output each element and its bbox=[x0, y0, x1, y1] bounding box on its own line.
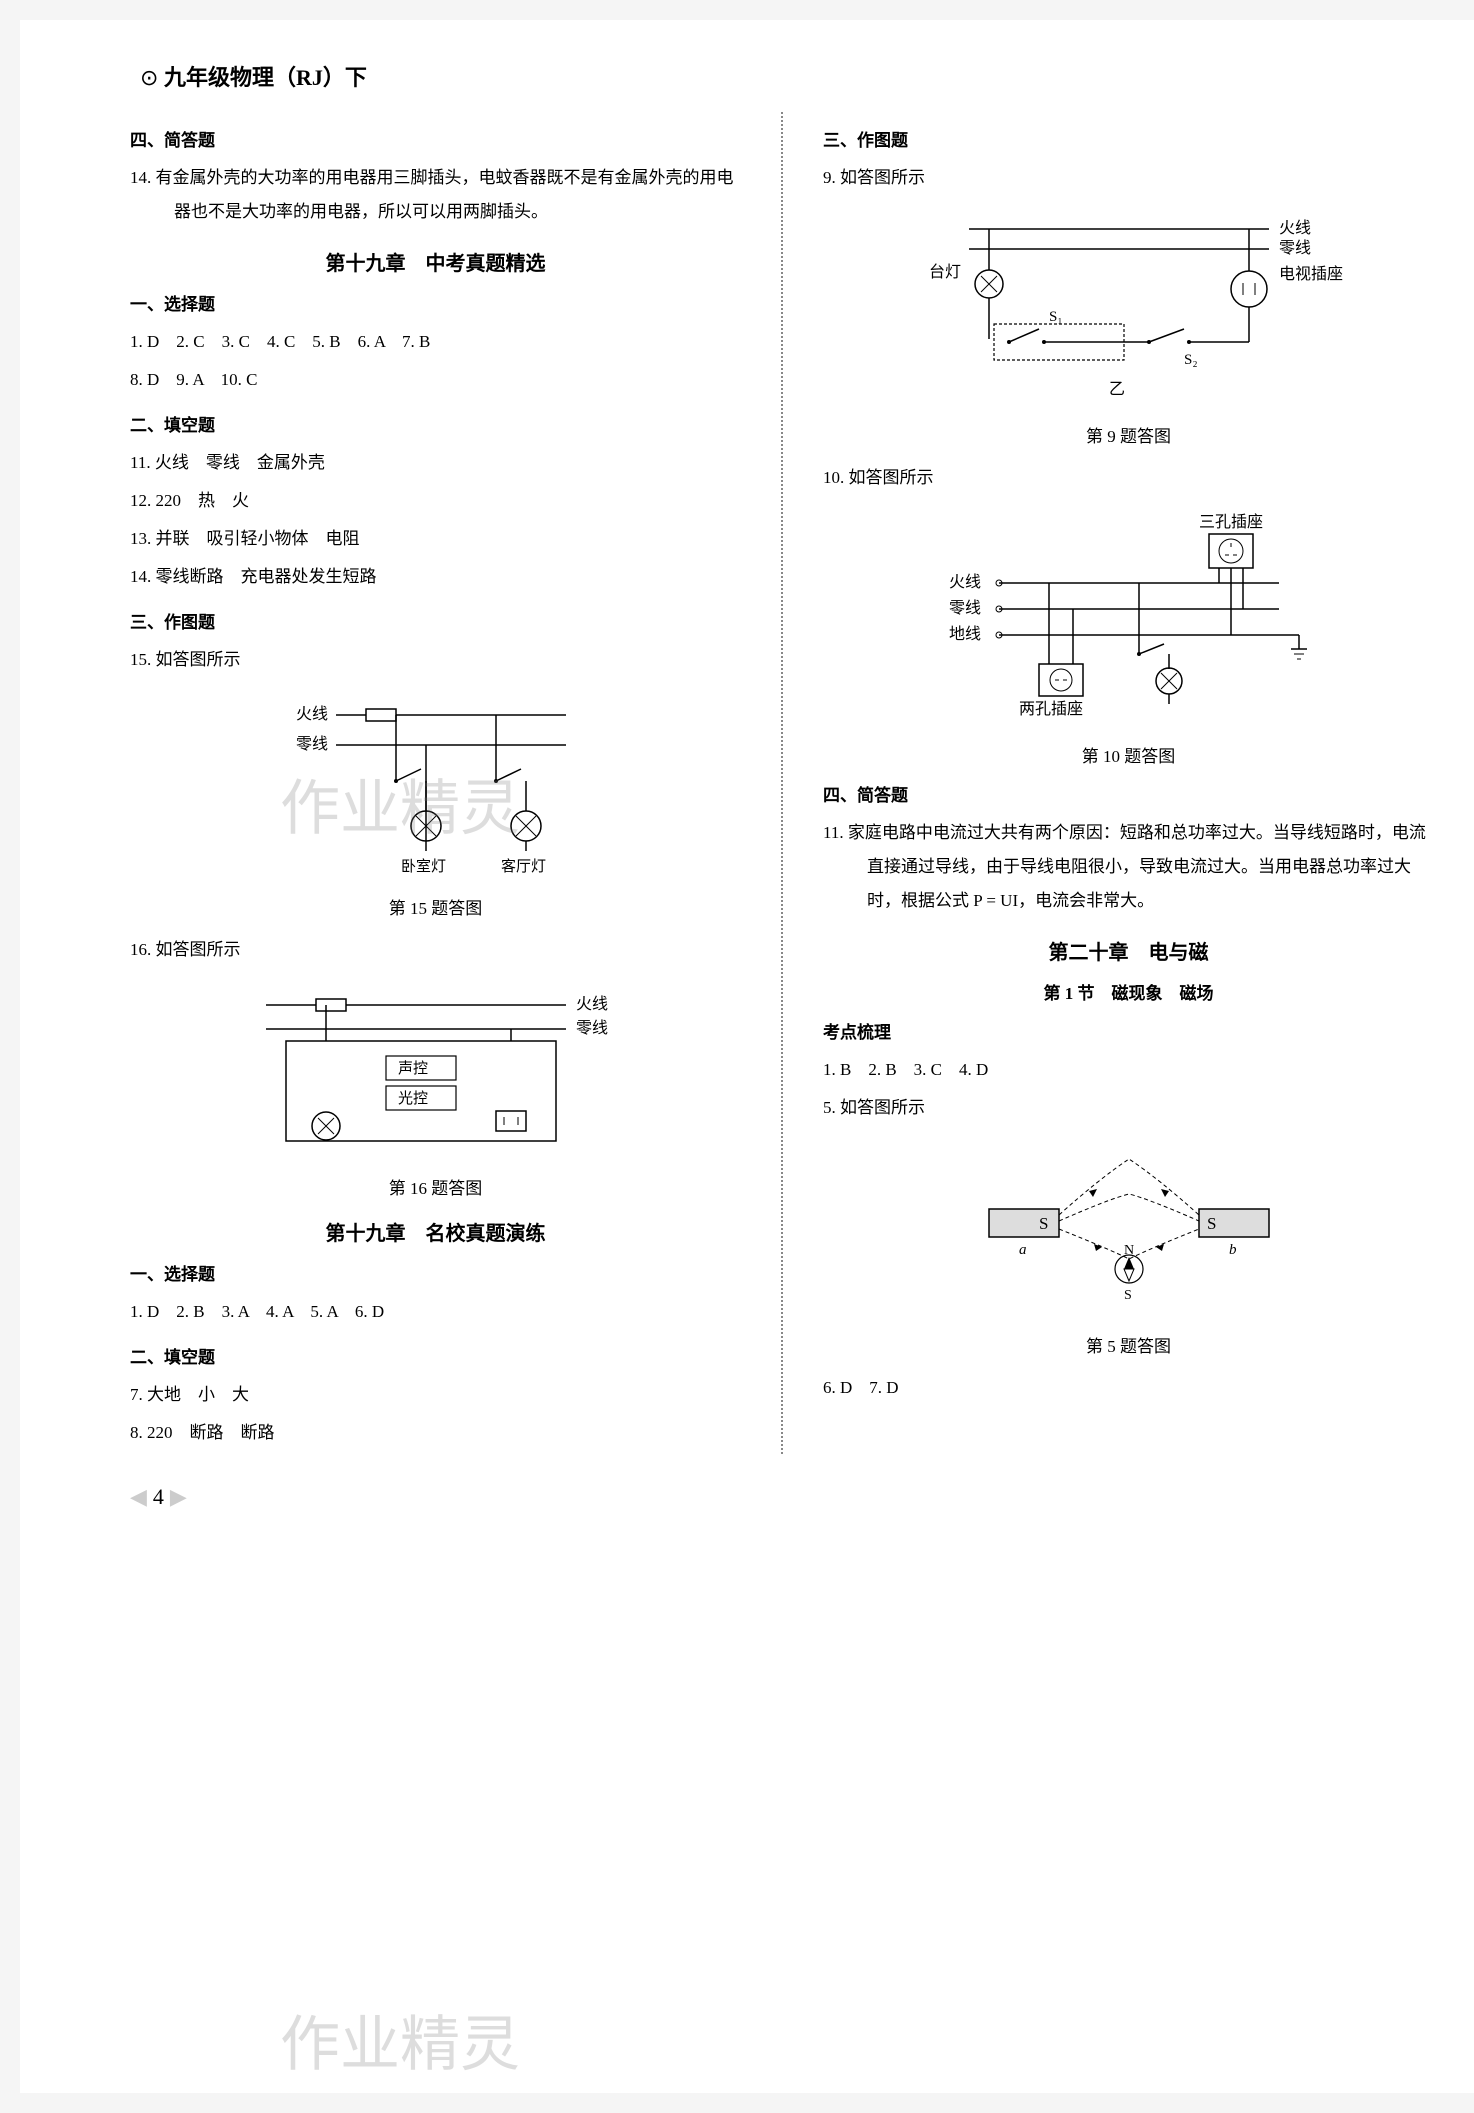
figure-caption: 第 16 题答图 bbox=[130, 1174, 741, 1199]
circuit-diagram-icon: 火线 零线 声控 光控 bbox=[236, 981, 636, 1161]
section-heading: 一、选择题 bbox=[130, 1260, 741, 1285]
svg-text:S₂: S₂ bbox=[1184, 352, 1198, 368]
circuit-diagram-icon: 火线 零线 bbox=[266, 691, 606, 881]
figure-5: S a S b N S bbox=[823, 1139, 1434, 1357]
answer-text: 11. 家庭电路中电流过大共有两个原因：短路和总功率过大。当导线短路时，电流直接… bbox=[823, 816, 1434, 918]
header-title: 九年级物理（RJ）下 bbox=[164, 65, 367, 90]
section-heading: 二、填空题 bbox=[130, 1343, 741, 1368]
figure-15: 火线 零线 bbox=[130, 691, 741, 919]
svg-text:S: S bbox=[1039, 1214, 1048, 1233]
svg-text:地线: 地线 bbox=[949, 625, 981, 643]
section-heading: 第 1 节 磁现象 磁场 bbox=[823, 979, 1434, 1004]
svg-text:N: N bbox=[1124, 1243, 1134, 1258]
svg-text:声控: 声控 bbox=[398, 1059, 428, 1077]
section-heading: 四、简答题 bbox=[823, 781, 1434, 806]
svg-text:台灯: 台灯 bbox=[929, 263, 961, 281]
answer-text: 15. 如答图所示 bbox=[130, 643, 741, 677]
page-number: 4 bbox=[130, 1484, 1434, 1510]
figure-9: 火线 零线 台灯 S₁ bbox=[823, 209, 1434, 447]
svg-text:光控: 光控 bbox=[398, 1090, 428, 1107]
answer-text: 12. 220 热 火 bbox=[130, 484, 741, 518]
page: ⊙ 九年级物理（RJ）下 四、简答题 14. 有金属外壳的大功率的用电器用三脚插… bbox=[20, 20, 1474, 2093]
svg-text:零线: 零线 bbox=[949, 599, 981, 617]
svg-text:卧室灯: 卧室灯 bbox=[401, 858, 446, 875]
answer-text: 10. 如答图所示 bbox=[823, 461, 1434, 495]
mc-answers: 1. D 2. C 3. C 4. C 5. B 6. A 7. B bbox=[130, 325, 741, 359]
section-heading: 二、填空题 bbox=[130, 411, 741, 436]
content-columns: 四、简答题 14. 有金属外壳的大功率的用电器用三脚插头，电蚊香器既不是有金属外… bbox=[130, 112, 1434, 1454]
watermark-text: 作业精灵 bbox=[280, 1996, 520, 2083]
svg-text:零线: 零线 bbox=[1279, 239, 1311, 257]
circuit-diagram-icon: 三孔插座 火线 零线 地线 bbox=[919, 509, 1339, 729]
answer-text: 7. 大地 小 大 bbox=[130, 1378, 741, 1412]
chapter-heading: 第二十章 电与磁 bbox=[823, 936, 1434, 965]
svg-text:零线: 零线 bbox=[576, 1019, 608, 1037]
svg-text:三孔插座: 三孔插座 bbox=[1199, 513, 1263, 531]
answer-text: 14. 有金属外壳的大功率的用电器用三脚插头，电蚊香器既不是有金属外壳的用电器也… bbox=[130, 161, 741, 229]
mc-answers: 8. D 9. A 10. C bbox=[130, 363, 741, 397]
right-column: 三、作图题 9. 如答图所示 火线 零线 台灯 bbox=[823, 112, 1434, 1454]
section-heading: 一、选择题 bbox=[130, 290, 741, 315]
figure-10: 三孔插座 火线 零线 地线 bbox=[823, 509, 1434, 767]
answer-text: 8. 220 断路 断路 bbox=[130, 1416, 741, 1450]
svg-text:两孔插座: 两孔插座 bbox=[1019, 700, 1083, 718]
mc-answers: 6. D 7. D bbox=[823, 1371, 1434, 1405]
section-heading: 三、作图题 bbox=[823, 126, 1434, 151]
svg-text:零线: 零线 bbox=[296, 735, 328, 753]
page-header: ⊙ 九年级物理（RJ）下 bbox=[130, 60, 1434, 92]
chapter-heading: 第十九章 中考真题精选 bbox=[130, 247, 741, 276]
svg-text:a: a bbox=[1019, 1242, 1027, 1258]
answer-text: 5. 如答图所示 bbox=[823, 1091, 1434, 1125]
section-heading: 四、简答题 bbox=[130, 126, 741, 151]
figure-16: 火线 零线 声控 光控 bbox=[130, 981, 741, 1199]
answer-text: 11. 火线 零线 金属外壳 bbox=[130, 446, 741, 480]
magnetic-field-diagram-icon: S a S b N S bbox=[969, 1139, 1289, 1319]
figure-caption: 第 9 题答图 bbox=[823, 422, 1434, 447]
figure-caption: 第 15 题答图 bbox=[130, 894, 741, 919]
svg-text:客厅灯: 客厅灯 bbox=[501, 858, 546, 875]
answer-text: 13. 并联 吸引轻小物体 电阻 bbox=[130, 522, 741, 556]
column-divider bbox=[781, 112, 783, 1454]
svg-text:b: b bbox=[1229, 1242, 1237, 1258]
svg-text:S: S bbox=[1207, 1214, 1216, 1233]
figure-caption: 第 5 题答图 bbox=[823, 1332, 1434, 1357]
section-heading: 三、作图题 bbox=[130, 608, 741, 633]
svg-text:火线: 火线 bbox=[576, 995, 608, 1013]
eye-icon: ⊙ bbox=[140, 65, 158, 90]
svg-text:火线: 火线 bbox=[949, 573, 981, 591]
answer-text: 16. 如答图所示 bbox=[130, 933, 741, 967]
answer-text: 14. 零线断路 充电器处发生短路 bbox=[130, 560, 741, 594]
circuit-diagram-icon: 火线 零线 台灯 S₁ bbox=[909, 209, 1349, 409]
svg-text:乙: 乙 bbox=[1109, 381, 1125, 398]
mc-answers: 1. B 2. B 3. C 4. D bbox=[823, 1053, 1434, 1087]
svg-text:电视插座: 电视插座 bbox=[1279, 265, 1343, 283]
answer-text: 9. 如答图所示 bbox=[823, 161, 1434, 195]
mc-answers: 1. D 2. B 3. A 4. A 5. A 6. D bbox=[130, 1295, 741, 1329]
chapter-heading: 第十九章 名校真题演练 bbox=[130, 1217, 741, 1246]
svg-text:火线: 火线 bbox=[296, 705, 328, 723]
svg-text:S₁: S₁ bbox=[1049, 309, 1063, 325]
svg-text:火线: 火线 bbox=[1279, 219, 1311, 237]
left-column: 四、简答题 14. 有金属外壳的大功率的用电器用三脚插头，电蚊香器既不是有金属外… bbox=[130, 112, 741, 1454]
svg-text:S: S bbox=[1124, 1288, 1132, 1303]
section-heading: 考点梳理 bbox=[823, 1018, 1434, 1043]
figure-caption: 第 10 题答图 bbox=[823, 742, 1434, 767]
